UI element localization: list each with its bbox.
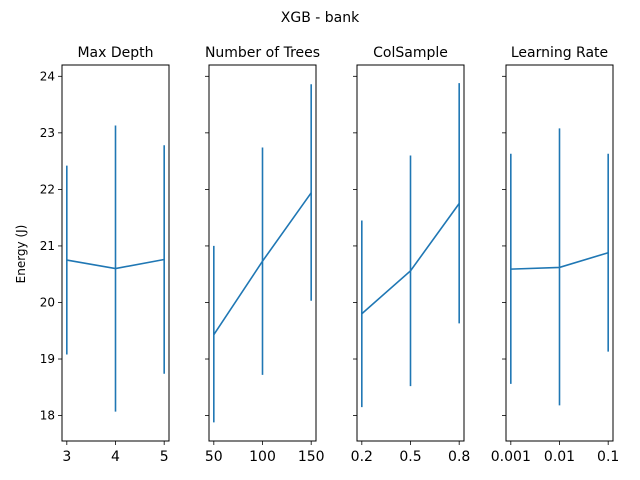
x-tick-label-2-3: 150 [298,449,325,465]
series-line-4 [510,251,609,270]
panels-group: Max Depth 3 4 5 18 19 20 21 22 23 24 Number of Tree… [40,45,620,465]
x-tick-label-4-2: 0.01 [544,449,575,465]
panel-4: Learning Rate 0.001 0.01 0.1 [491,45,620,465]
series-line-3 [361,203,460,315]
x-tick-label-4-3: 0.1 [597,449,619,465]
x-tick-label-4-1: 0.001 [491,449,531,465]
x-tick-label-1-2: 4 [111,449,120,465]
y-tick-label-3: 20 [40,295,55,309]
x-tick-label-1-1: 3 [62,449,71,465]
x-tick-label-3-2: 0.5 [399,449,421,465]
x-tick-label-3-1: 0.2 [351,449,373,465]
y-tick-label-6: 23 [40,126,55,140]
y-axis-label: Energy (J) [14,225,28,284]
panel-3: ColSample 0.2 0.5 0.8 [351,45,471,465]
panel-title-4: Learning Rate [511,45,608,61]
x-tick-label-3-3: 0.8 [448,449,470,465]
panel-title-2: Number of Trees [205,45,320,61]
y-tick-label-1: 18 [40,409,55,423]
x-tick-label-2-2: 100 [249,449,276,465]
x-tick-label-2-1: 50 [205,449,223,465]
series-line-1 [66,258,165,270]
panel-title-1: Max Depth [77,45,153,61]
y-tick-label-5: 22 [40,182,55,196]
x-tick-label-1-3: 5 [160,449,169,465]
y-tick-label-4: 21 [40,239,55,253]
panel-1: Max Depth 3 4 5 18 19 20 21 22 23 24 [40,45,170,465]
y-tick-label-2: 19 [40,352,55,366]
chart-suptitle: XGB - bank [281,10,360,26]
panel-title-3: ColSample [373,45,448,61]
y-tick-label-7: 24 [40,69,55,83]
panel-2: Number of Trees 50 100 150 [205,45,325,465]
series-line-2 [213,192,312,336]
